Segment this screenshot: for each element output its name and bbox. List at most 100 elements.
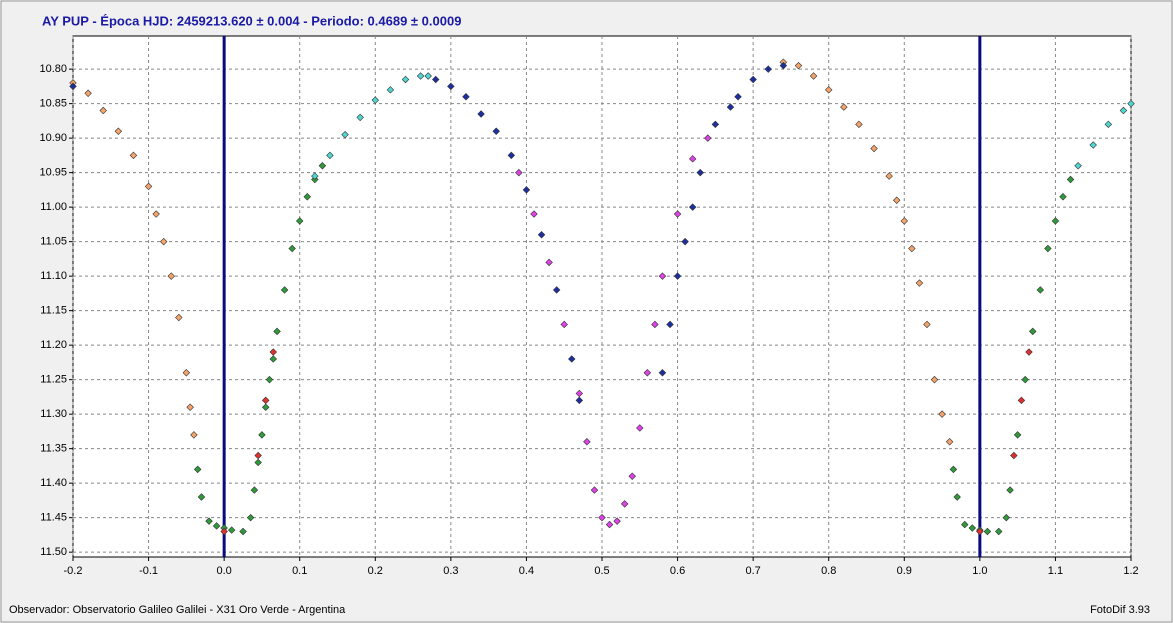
data-point xyxy=(1051,217,1060,225)
data-point xyxy=(545,258,553,267)
y-tick-label: 11.45 xyxy=(40,512,67,524)
x-tick-label: 1.1 xyxy=(1048,565,1063,577)
x-tick-label: 0.5 xyxy=(594,565,609,577)
y-tick-label: 10.90 xyxy=(39,132,67,144)
data-point xyxy=(923,320,931,329)
data-point xyxy=(704,134,712,142)
x-tick-label: 0.7 xyxy=(745,565,760,577)
y-tick-label: 11.05 xyxy=(40,236,67,248)
data-point xyxy=(261,403,270,411)
data-point xyxy=(114,127,123,135)
observer-note: Observador: Observatorio Galileo Galilei… xyxy=(9,604,346,616)
data-point xyxy=(258,431,266,439)
data-point xyxy=(167,272,175,280)
data-point xyxy=(809,72,818,80)
data-point xyxy=(794,61,803,70)
y-tick-label: 11.30 xyxy=(40,408,67,420)
y-tick-label: 11.10 xyxy=(40,270,67,282)
data-point xyxy=(953,493,961,501)
data-point xyxy=(280,286,289,294)
data-point xyxy=(303,193,311,201)
data-point xyxy=(1127,99,1135,108)
data-point xyxy=(908,244,916,253)
data-point xyxy=(311,172,319,180)
data-point xyxy=(840,103,848,111)
y-tick-label: 11.25 xyxy=(40,374,67,386)
data-point xyxy=(537,231,546,239)
data-point xyxy=(620,500,629,508)
data-point xyxy=(246,513,255,522)
data-point xyxy=(265,375,274,384)
data-point xyxy=(666,320,674,329)
data-point xyxy=(99,106,107,115)
software-note: FotoDif 3.93 xyxy=(1090,604,1150,616)
x-tick-label: 0.9 xyxy=(897,565,912,577)
data-point xyxy=(205,517,213,525)
data-point xyxy=(643,369,652,377)
data-point xyxy=(711,120,720,129)
data-point xyxy=(175,313,183,322)
data-point xyxy=(1006,486,1014,494)
data-point xyxy=(1089,141,1097,149)
data-point xyxy=(477,110,485,118)
data-point xyxy=(1021,375,1029,384)
data-point xyxy=(507,151,516,160)
y-tick-label: 10.85 xyxy=(39,98,67,110)
data-point xyxy=(1036,286,1045,294)
data-point xyxy=(590,486,599,494)
data-point xyxy=(144,182,153,191)
data-point xyxy=(688,203,697,211)
y-tick-label: 11.40 xyxy=(40,477,67,489)
data-point xyxy=(779,61,788,70)
data-point xyxy=(945,438,954,446)
data-point xyxy=(893,196,901,204)
x-tick-label: -0.2 xyxy=(64,565,83,577)
data-point xyxy=(824,86,833,94)
data-point xyxy=(239,527,247,536)
data-point xyxy=(855,120,863,129)
data-point xyxy=(401,75,410,84)
data-point xyxy=(605,520,614,529)
data-point xyxy=(254,451,262,460)
data-point xyxy=(658,272,667,280)
x-tick-label: 1.0 xyxy=(972,565,987,577)
data-point xyxy=(227,526,236,534)
data-point xyxy=(288,244,296,253)
data-point xyxy=(560,320,568,329)
data-point xyxy=(673,210,682,218)
data-point xyxy=(636,424,644,432)
x-tick-label: 0.6 xyxy=(670,565,685,577)
data-point xyxy=(613,517,621,525)
data-point xyxy=(696,168,704,177)
data-point xyxy=(983,527,992,536)
data-point xyxy=(673,272,682,280)
y-tick-label: 11.50 xyxy=(40,546,67,558)
y-tick-label: 11.20 xyxy=(40,339,67,351)
data-point xyxy=(885,172,893,180)
data-point xyxy=(900,217,909,225)
data-point xyxy=(1059,193,1067,201)
data-point xyxy=(658,369,667,377)
data-point xyxy=(250,486,259,494)
x-tick-label: 0.0 xyxy=(216,565,231,577)
data-point xyxy=(651,320,659,329)
data-point xyxy=(326,151,334,160)
data-point xyxy=(530,210,538,218)
data-point xyxy=(628,472,636,480)
data-point xyxy=(1044,244,1052,253)
data-point xyxy=(193,465,202,474)
data-point xyxy=(462,93,470,101)
y-tick-label: 11.35 xyxy=(40,443,67,455)
data-point xyxy=(749,75,757,84)
data-point xyxy=(1066,175,1075,184)
y-tick-label: 11.00 xyxy=(40,201,67,213)
data-point xyxy=(1025,348,1033,356)
x-tick-label: 0.4 xyxy=(519,565,534,577)
data-point xyxy=(1119,106,1128,115)
y-tick-label: 11.15 xyxy=(40,305,67,317)
data-point xyxy=(1029,327,1037,336)
x-tick-label: 0.3 xyxy=(443,565,458,577)
data-point xyxy=(915,279,924,287)
data-point xyxy=(220,527,228,536)
